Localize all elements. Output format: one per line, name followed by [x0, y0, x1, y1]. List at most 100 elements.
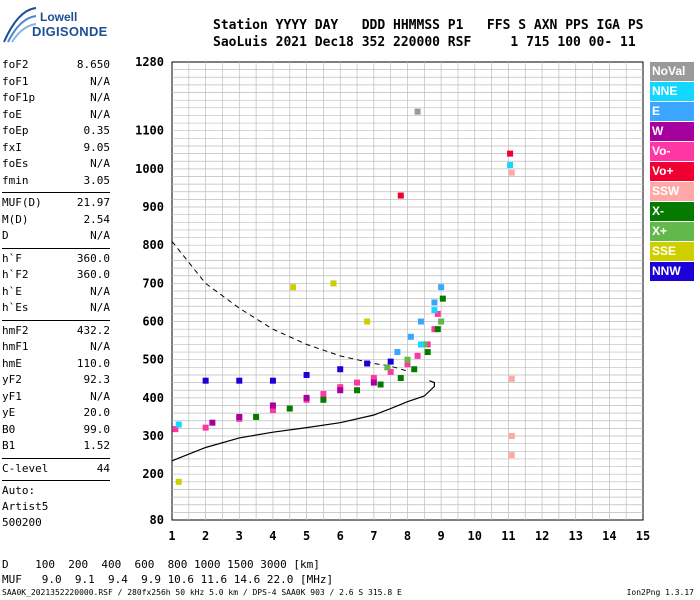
legend-item-noval: NoVal: [650, 62, 694, 81]
y-tick-label: 600: [142, 315, 164, 329]
trace-point-vo-: [387, 368, 394, 375]
trace-point-x-: [397, 375, 404, 382]
param-value: N/A: [90, 301, 110, 314]
y-tick-label: 700: [142, 276, 164, 290]
param-row: foEs N/A: [2, 157, 110, 174]
param-row: h`Es N/A: [2, 301, 110, 318]
param-value: 3.05: [83, 173, 111, 187]
param-value: 21.97: [76, 196, 110, 209]
param-value: N/A: [90, 340, 110, 353]
trace-point-x-: [404, 356, 411, 363]
trace-point-nnw: [387, 358, 394, 365]
trace-point-nnw: [269, 377, 276, 384]
trace-point-w: [303, 394, 310, 401]
param-name: hmF1: [2, 340, 29, 353]
param-value: 360.0: [76, 268, 110, 281]
digisonde-logo: Lowell DIGISONDE: [2, 4, 112, 44]
trace-point-vo-: [424, 341, 431, 348]
trace-point-vo-: [172, 426, 179, 433]
trace-point-vo-: [414, 352, 421, 359]
param-row: B1 1.52: [2, 439, 110, 456]
trace-point-vo-: [320, 391, 327, 398]
trace-point-x-: [411, 366, 418, 373]
param-row: h`E N/A: [2, 285, 110, 302]
param-name: D: [2, 229, 9, 242]
trace-point-w: [236, 413, 243, 420]
trace-point-nnw: [364, 360, 371, 367]
trace-point-vo-: [434, 310, 441, 317]
param-row: hmF1 N/A: [2, 340, 110, 357]
param-separator: [2, 247, 110, 249]
muf-table: D 100 200 400 600 800 1000 1500 3000 [km…: [2, 557, 333, 587]
legend-item-x-: X+: [650, 222, 694, 241]
x-tick-label: 9: [438, 529, 445, 543]
param-name: B1: [2, 439, 16, 452]
y-tick-label: 400: [142, 391, 164, 405]
station-header: Station YYYY DAY DDD HHMMSS P1 FFS S AXN…: [213, 17, 643, 51]
trace-point-x-: [424, 349, 431, 356]
y-tick-label: 80: [150, 513, 164, 527]
x-tick-label: 10: [468, 529, 482, 543]
x-tick-label: 5: [303, 529, 310, 543]
dashed-profile-curve: [171, 241, 408, 372]
legend-item-x-: X-: [650, 202, 694, 221]
logo-line2: DIGISONDE: [32, 24, 108, 39]
param-value: 2.54: [83, 212, 111, 226]
ordinary-profile-curve: [171, 380, 435, 462]
y-tick-label: 500: [142, 353, 164, 367]
trace-point-sse: [330, 280, 337, 287]
param-row: fmin 3.05: [2, 174, 110, 191]
x-tick-label: 15: [636, 529, 650, 543]
auto-info-line: Auto:: [2, 484, 36, 497]
trace-point-x-: [253, 413, 260, 420]
param-value: 432.2: [76, 323, 110, 337]
trace-point-vo-: [507, 150, 514, 157]
trace-point-w: [337, 387, 344, 394]
trace-point-nne: [431, 307, 438, 314]
trace-point-noval: [414, 108, 421, 115]
logo-icon: [3, 7, 37, 43]
trace-point-w: [209, 419, 216, 426]
trace-point-vo-: [370, 375, 377, 382]
param-row: D N/A: [2, 229, 110, 246]
legend-item-sse: SSE: [650, 242, 694, 261]
param-name: foF2: [2, 58, 29, 71]
trace-point-e: [394, 349, 401, 356]
param-name: B0: [2, 422, 16, 436]
trace-point-vo-: [202, 424, 209, 431]
param-name: h`F2: [2, 268, 29, 281]
x-tick-label: 4: [269, 529, 276, 543]
trace-point-e: [417, 318, 424, 325]
trace-point-sse: [175, 478, 182, 485]
param-value: 110.0: [76, 356, 110, 370]
trace-point-sse: [290, 284, 297, 291]
legend-item-e: E: [650, 102, 694, 121]
param-row: fxI 9.05: [2, 141, 110, 158]
param-value: N/A: [90, 157, 110, 170]
param-row: B0 99.0: [2, 423, 110, 440]
param-row: C-level 44: [2, 462, 110, 479]
param-value: N/A: [90, 229, 110, 242]
y-tick-label: 1000: [135, 162, 164, 176]
x-tick-label: 11: [501, 529, 515, 543]
trace-point-nnw: [303, 371, 310, 378]
trace-point-nne: [175, 421, 182, 428]
header-line2: SaoLuis 2021 Dec18 352 220000 RSF 1 715 …: [213, 35, 636, 50]
param-value: N/A: [90, 74, 110, 88]
x-tick-label: 3: [236, 529, 243, 543]
header-line1: Station YYYY DAY DDD HHMMSS P1 FFS S AXN…: [213, 18, 644, 33]
y-tick-label: 1100: [135, 124, 164, 138]
trace-point-x-: [421, 341, 428, 348]
param-separator: [2, 192, 110, 193]
logo-line1: Lowell: [40, 10, 78, 24]
trace-point-vo-: [354, 379, 361, 386]
trace-point-e: [438, 284, 445, 291]
param-name: hmF2: [2, 323, 29, 337]
param-name: h`E: [2, 284, 22, 298]
param-name: fxI: [2, 140, 22, 154]
trace-point-ssw: [508, 433, 515, 440]
param-separator: [2, 457, 110, 459]
param-name: foEs: [2, 157, 29, 170]
param-value: N/A: [90, 107, 110, 121]
